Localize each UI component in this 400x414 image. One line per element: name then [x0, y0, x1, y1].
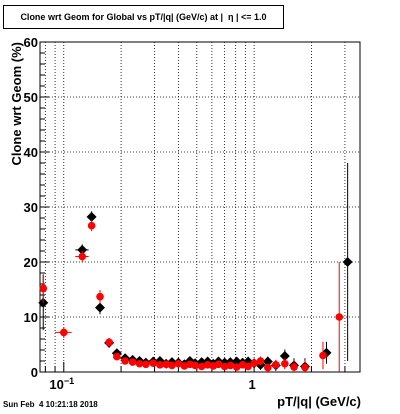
data-point: [78, 252, 87, 261]
y-tick-label: 30: [24, 200, 38, 215]
data-point: [281, 359, 289, 368]
timestamp: Sun Feb 4 10:21:18 2018: [3, 400, 98, 409]
data-point: [244, 362, 252, 371]
data-point: [86, 211, 97, 222]
data-point: [156, 361, 164, 369]
data-point: [232, 363, 241, 371]
data-point: [250, 359, 258, 368]
axes: 0 10 20 30 40 50 60 10−1 1: [24, 35, 346, 392]
grid-lines: [40, 42, 360, 372]
data-point: [301, 363, 309, 372]
data-point: [272, 361, 280, 369]
y-tick-label: 40: [24, 145, 38, 160]
data-point: [174, 359, 183, 368]
x-tick-label: 1: [248, 377, 255, 392]
data-point: [168, 361, 176, 370]
data-point: [256, 357, 265, 365]
chart-title: Clone wrt Geom for Global vs pT/|q| (GeV…: [20, 12, 267, 22]
data-point: [197, 362, 206, 371]
data-point: [87, 221, 96, 230]
data-point: [191, 361, 199, 370]
data-series: [38, 163, 353, 372]
data-point: [149, 359, 158, 368]
data-point: [59, 328, 68, 337]
y-tick-label: 60: [24, 35, 38, 50]
y-axis-title: Clone wrt Geom (%): [9, 42, 24, 166]
data-point: [121, 357, 129, 365]
data-point: [95, 302, 106, 313]
data-point: [214, 360, 223, 369]
data-point: [142, 360, 150, 369]
data-point: [128, 358, 137, 366]
data-point: [39, 284, 48, 293]
data-point: [226, 361, 235, 370]
data-point: [77, 244, 88, 255]
series-1: [38, 163, 353, 372]
data-point: [342, 257, 353, 267]
data-point: [335, 313, 344, 321]
data-point: [290, 363, 298, 371]
x-tick-label: 10−1: [49, 376, 74, 392]
y-tick-label: 50: [24, 90, 38, 105]
data-point: [135, 359, 144, 368]
y-tick-label: 0: [31, 365, 38, 380]
data-point: [220, 362, 229, 371]
series-2: [39, 220, 344, 372]
y-tick-label: 20: [24, 255, 38, 270]
data-point: [263, 363, 272, 372]
data-point: [105, 338, 113, 347]
data-point: [279, 351, 290, 362]
data-point: [319, 351, 327, 360]
x-axis-title: pT/|q| (GeV/c): [277, 394, 361, 409]
chart-title-box: Clone wrt Geom for Global vs pT/|q| (GeV…: [3, 5, 284, 29]
y-tick-label: 10: [24, 310, 38, 325]
data-point: [113, 352, 121, 361]
data-point: [262, 356, 273, 367]
data-point: [162, 360, 170, 369]
data-point: [96, 292, 104, 301]
